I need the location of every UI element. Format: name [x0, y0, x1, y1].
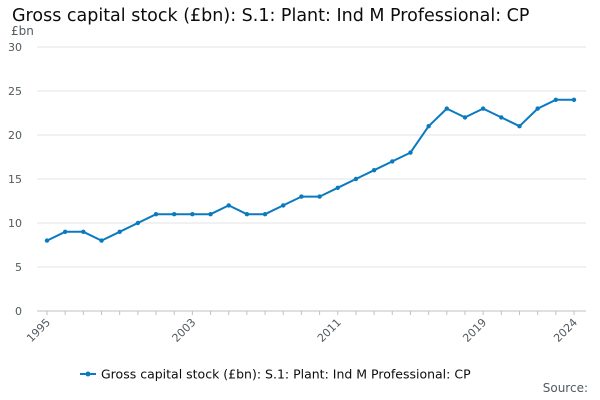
data-point	[444, 106, 449, 111]
chart-title: Gross capital stock (£bn): S.1: Plant: I…	[12, 6, 530, 26]
gridlines	[37, 46, 586, 312]
data-point	[535, 106, 540, 111]
data-point	[117, 229, 122, 234]
x-tick-label: 2003	[170, 316, 199, 345]
data-point	[226, 203, 231, 208]
data-point	[190, 212, 195, 217]
y-tick-label: 20	[8, 129, 22, 142]
x-axis: 1995 2003 2011 2019 2024	[24, 311, 580, 345]
data-point	[81, 229, 86, 234]
data-point	[571, 97, 577, 103]
series-line	[46, 98, 574, 242]
y-tick-label: 0	[15, 305, 22, 318]
x-tick-label: 2019	[460, 316, 489, 345]
data-point	[62, 229, 68, 234]
data-point	[208, 212, 213, 217]
data-point	[553, 97, 559, 103]
data-point	[517, 124, 522, 129]
legend-marker	[85, 371, 91, 377]
data-point	[335, 185, 340, 190]
y-tick-label: 15	[8, 173, 22, 186]
y-tick-label: 5	[15, 261, 22, 274]
data-point	[299, 194, 304, 199]
series-layer	[44, 97, 577, 243]
legend-label: Gross capital stock (£bn): S.1: Plant: I…	[101, 367, 471, 382]
x-tick-label: 2024	[551, 316, 580, 345]
data-point	[390, 159, 395, 164]
data-point	[172, 212, 177, 217]
legend: Gross capital stock (£bn): S.1: Plant: I…	[80, 367, 471, 382]
data-point	[244, 212, 250, 217]
data-point	[135, 220, 141, 226]
data-point	[480, 106, 486, 111]
data-point	[371, 168, 377, 173]
data-point	[426, 124, 431, 129]
data-point	[462, 115, 468, 120]
data-point	[153, 212, 159, 217]
y-axis-ticks: 0 5 10 15 20 25 30	[8, 41, 22, 318]
y-tick-label: 30	[8, 41, 22, 54]
data-point	[499, 115, 504, 120]
data-point	[99, 238, 104, 243]
data-point	[44, 238, 50, 243]
data-point	[317, 194, 322, 199]
y-tick-label: 10	[8, 217, 22, 230]
source-label: Source:	[542, 381, 588, 395]
y-tick-label: 25	[8, 85, 22, 98]
data-point	[281, 203, 286, 208]
data-point	[408, 150, 413, 155]
x-tick-label: 1995	[24, 316, 53, 345]
data-point	[262, 212, 268, 217]
y-axis-unit-label: £bn	[11, 24, 34, 38]
x-tick-label: 2011	[315, 316, 344, 345]
data-point	[353, 176, 359, 182]
